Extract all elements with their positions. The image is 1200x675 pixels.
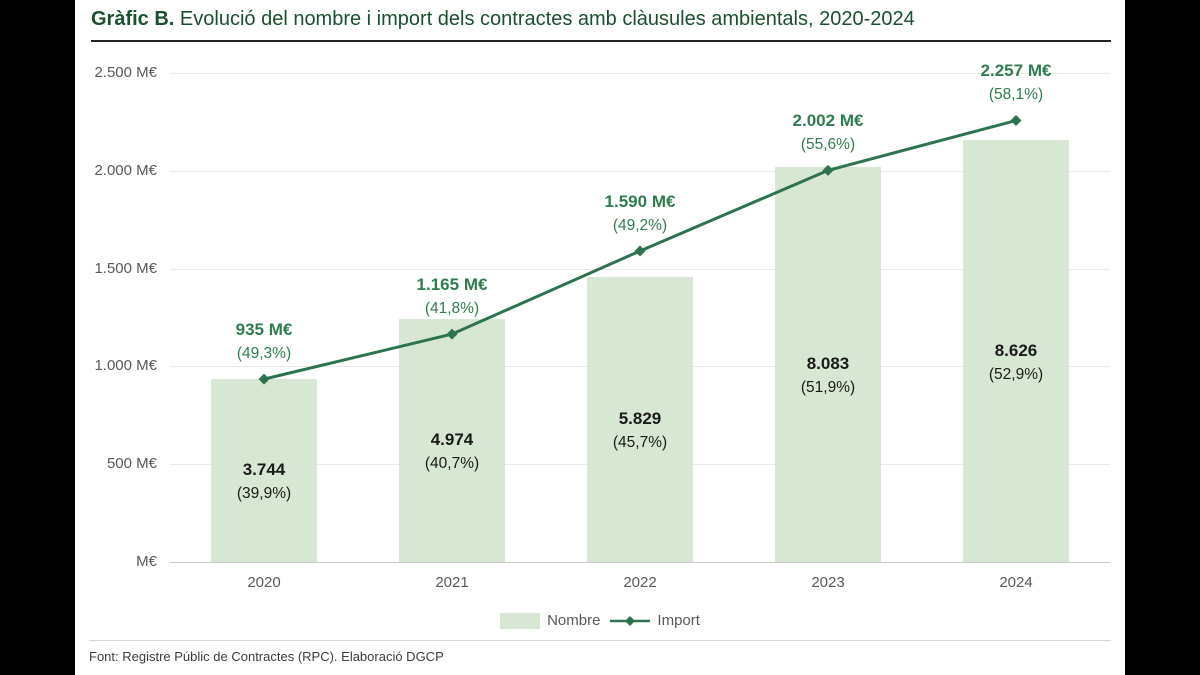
import-value-label-2023: 2.002 M€ (55,6%) <box>793 109 864 156</box>
x-axis-label-2022: 2022 <box>623 574 657 591</box>
x-axis-label-2024: 2024 <box>999 574 1033 591</box>
bar-value-label-2021: 4.974 (40,7%) <box>425 428 479 475</box>
y-tick-label: 1.500 M€ <box>94 259 157 277</box>
import-line <box>258 115 1022 385</box>
import-pct: (41,8%) <box>424 299 480 317</box>
import-point-icon <box>446 328 458 340</box>
nombre-pct: (45,7%) <box>612 434 668 452</box>
import-value: 2.257 M€ <box>980 61 1052 81</box>
import-value: 2.002 M€ <box>792 111 864 131</box>
import-value-label-2022: 1.590 M€ (49,2%) <box>605 190 676 237</box>
bar-value-label-2022: 5.829 (45,7%) <box>613 407 667 454</box>
bar-2020 <box>211 378 317 562</box>
legend-nombre-label: Nombre <box>547 612 601 629</box>
import-pct: (49,2%) <box>612 216 668 234</box>
plot-area: 3.744 (39,9%) 2020 4.974 (40,7%) 2021 5.829 (45… <box>170 61 1110 591</box>
bar-2022 <box>587 276 693 562</box>
bar-value-label-2020: 3.744 (39,9%) <box>237 458 291 505</box>
nombre-pct: (39,9%) <box>236 485 292 503</box>
nombre-value: 3.744 <box>242 460 286 480</box>
bar-2021 <box>399 318 505 562</box>
nombre-value: 5.829 <box>618 409 662 429</box>
gridline <box>170 268 1110 270</box>
import-value-label-2024: 2.257 M€ (58,1%) <box>981 59 1052 106</box>
nombre-value: 8.626 <box>994 341 1038 361</box>
import-point-icon <box>822 164 834 176</box>
nombre-swatch-icon <box>500 612 541 629</box>
nombre-value: 8.083 <box>806 354 850 374</box>
y-axis: M€ 500 M€ 1.000 M€ 1.500 M€ 2.000 M€ 2.500 M€ <box>75 64 159 570</box>
gridline <box>170 170 1110 172</box>
import-pct: (49,3%) <box>236 344 292 362</box>
bar-2024 <box>963 140 1069 562</box>
import-point-icon <box>634 245 646 257</box>
import-value-label-2020: 935 M€ (49,3%) <box>236 318 293 365</box>
nombre-pct: (40,7%) <box>424 455 480 473</box>
import-value: 1.165 M€ <box>416 275 488 295</box>
chart-panel: Gràfic B. Evolució del nombre i import d… <box>75 0 1125 675</box>
import-value: 1.590 M€ <box>604 191 676 211</box>
y-tick-label: 500 M€ <box>106 455 157 473</box>
bar-value-label-2023: 8.083 (51,9%) <box>801 352 855 399</box>
bar-2023 <box>775 166 881 562</box>
nombre-pct: (52,9%) <box>988 365 1044 383</box>
source-note: Font: Registre Públic de Contractes (RPC… <box>89 640 1111 664</box>
gridline <box>170 73 1110 74</box>
import-line-marker-icon <box>610 615 651 626</box>
x-axis-label-2020: 2020 <box>247 574 281 591</box>
nombre-pct: (51,9%) <box>800 379 856 396</box>
import-pct: (58,1%) <box>988 86 1044 104</box>
nombre-value: 4.974 <box>430 430 474 450</box>
import-value: 935 M€ <box>235 320 293 340</box>
y-tick-label: M€ <box>136 553 157 570</box>
chart-title: Gràfic B. Evolució del nombre i import d… <box>91 8 1111 42</box>
chart-title-text: Evolució del nombre i import dels contra… <box>174 8 915 30</box>
legend: Nombre Import <box>75 612 1125 629</box>
x-axis-label-2021: 2021 <box>435 574 469 591</box>
legend-item-nombre: Nombre <box>500 612 600 629</box>
import-value-label-2021: 1.165 M€ (41,8%) <box>417 273 488 320</box>
y-tick-label: 2.000 M€ <box>94 161 157 179</box>
legend-item-import: Import <box>610 612 700 629</box>
import-point-icon <box>1010 115 1022 127</box>
bar-value-label-2024: 8.626 (52,9%) <box>989 339 1043 386</box>
y-tick-label: 2.500 M€ <box>94 64 157 81</box>
x-axis-label-2023: 2023 <box>811 574 845 591</box>
y-tick-label: 1.000 M€ <box>94 357 157 375</box>
import-point-icon <box>258 373 270 385</box>
chart-title-prefix: Gràfic B. <box>91 8 175 30</box>
import-pct: (55,6%) <box>800 135 856 153</box>
legend-import-label: Import <box>657 612 700 629</box>
